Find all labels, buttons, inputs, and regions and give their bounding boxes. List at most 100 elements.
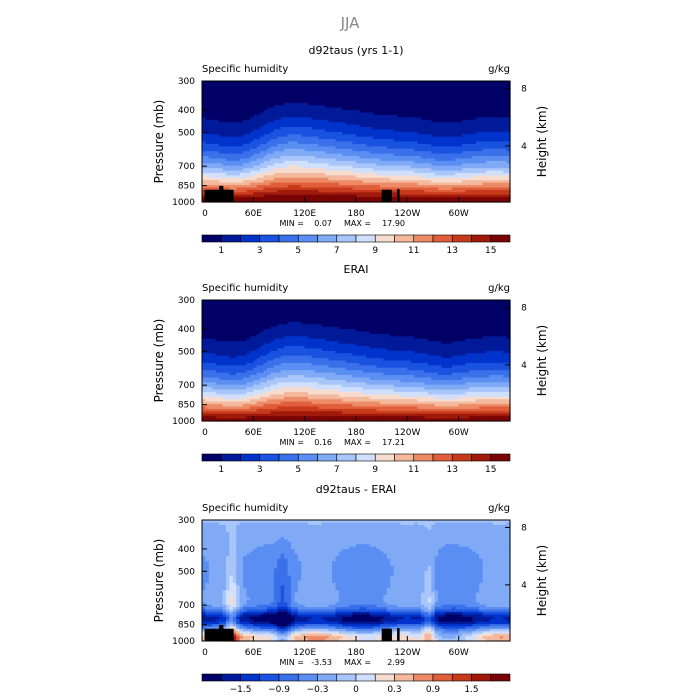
field-cell [239,122,244,126]
field-cell [414,175,419,179]
field-cell [212,97,217,101]
field-cell [263,182,268,186]
field-cell [376,180,381,184]
field-cell [356,134,361,138]
field-cell [321,136,326,140]
field-cell [407,126,412,130]
field-cell [390,192,395,196]
field-cell [215,122,220,126]
field-cell [438,177,443,181]
field-cell [273,95,278,99]
field-cell [294,126,299,130]
field-cell [379,141,384,145]
field-cell [386,168,391,172]
field-cell [311,100,316,104]
field-cell [239,141,244,145]
field-cell [277,102,282,106]
field-cell [373,85,378,89]
field-cell [249,105,254,109]
field-cell [246,163,251,167]
field-cell [345,139,350,143]
field-cell [431,102,436,106]
field-cell [321,134,326,138]
field-cell [376,90,381,94]
field-cell [270,117,275,121]
field-cell [318,126,323,130]
field-cell [297,185,302,189]
field-cell [260,143,265,147]
field-cell [270,102,275,106]
field-cell [287,143,292,147]
field-cell [373,126,378,130]
field-cell [253,175,258,179]
field-cell [444,95,449,99]
field-cell [444,134,449,138]
field-cell [359,136,364,140]
field-cell [383,105,388,109]
field-cell [379,81,384,85]
field-cell [338,141,343,145]
field-cell [448,156,453,160]
field-cell [472,139,477,143]
field-cell [427,122,432,126]
colorbar-tick-label: 13 [447,246,458,256]
field-cell [311,85,316,89]
field-cell [297,126,302,130]
field-cell [205,153,210,157]
field-cell [431,182,436,186]
field-cell [260,131,265,135]
field-cell [290,143,295,147]
field-cell [345,88,350,92]
field-cell [383,148,388,152]
field-cell [314,139,319,143]
field-cell [232,88,237,92]
field-cell [267,168,272,172]
x-tick-label: 120E [293,209,316,219]
field-cell [229,100,234,104]
field-cell [321,107,326,111]
field-cell [438,192,443,196]
field-cell [397,160,402,164]
field-cell [280,95,285,99]
field-cell [260,124,265,128]
field-cell [352,85,357,89]
field-cell [314,119,319,123]
field-cell [267,114,272,118]
field-cell [253,83,258,87]
field-cell [243,88,248,92]
field-cell [407,143,412,147]
field-cell [284,170,289,174]
colorbar-tick-label: 15 [485,246,496,256]
field-cell [342,197,347,201]
field-cell [270,83,275,87]
y2-tick-label: 8 [521,84,527,94]
field-cell [321,151,326,155]
field-cell [328,136,333,140]
field-cell [431,172,436,176]
field-cell [263,160,268,164]
field-cell [239,146,244,150]
field-cell [345,151,350,155]
field-cell [308,175,313,179]
field-cell [338,172,343,176]
field-cell [475,112,480,116]
field-cell [472,199,477,203]
field-cell [219,85,224,89]
field-cell [304,90,309,94]
field-cell [373,93,378,97]
field-cell [215,124,220,128]
field-cell [297,134,302,138]
field-cell [253,112,258,116]
field-cell [260,93,265,97]
field-cell [458,90,463,94]
field-cell [465,143,470,147]
field-cell [417,110,422,114]
field-cell [359,175,364,179]
field-cell [267,105,272,109]
field-cell [421,182,426,186]
field-cell [311,139,316,143]
field-cell [208,143,213,147]
field-cell [434,141,439,145]
field-cell [458,143,463,147]
field-cell [232,182,237,186]
